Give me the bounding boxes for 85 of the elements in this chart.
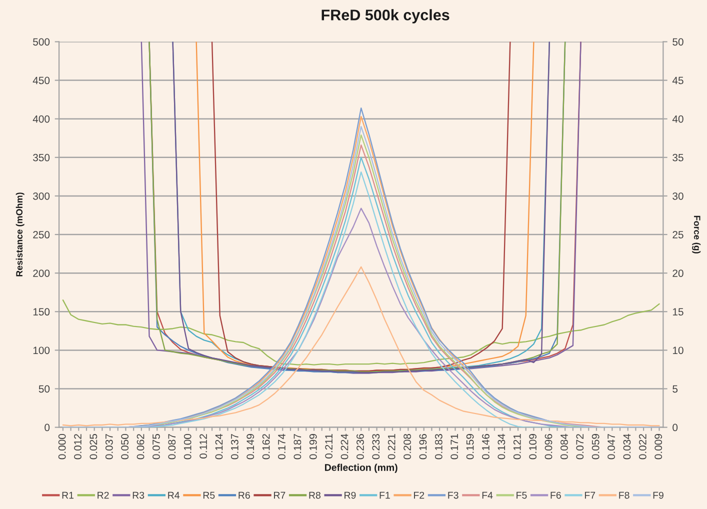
legend-label: R6 [238,492,250,499]
x-tick-label: 0.072 [576,434,584,460]
x-tick-label: 0.059 [592,434,600,460]
line-series [62,266,660,426]
legend-label: R1 [62,492,74,499]
x-tick-label: 0.183 [434,434,442,460]
y2-tick-label: 50 [672,38,684,46]
legend-label: R8 [309,492,320,499]
y2-tick-label: 40 [672,115,684,123]
x-tick-label: 0.199 [309,434,317,460]
legend-label: R7 [274,492,286,499]
legend-label: F8 [619,492,630,499]
y2-tick-label: 15 [672,308,684,316]
x-tick-label: 0.236 [356,434,364,460]
y-tick-label: 150 [33,308,50,316]
x-tick-label: 0.233 [372,434,380,460]
legend-label: R9 [344,492,356,499]
y-tick-label: 50 [38,385,50,393]
x-tick-label: 0.159 [466,434,474,460]
legend-label: F3 [448,492,458,499]
legend-label: F5 [516,492,527,499]
x-tick-label: 0.174 [278,434,286,460]
y-tick-label: 0 [44,424,50,432]
legend-label: F2 [414,492,424,499]
x-tick-label: 0.109 [529,434,537,460]
x-tick-label: 0.022 [638,434,646,460]
y2-tick-label: 35 [672,154,684,162]
legend-label: F1 [380,492,390,499]
y-tick-label: 450 [32,76,50,84]
line-series [62,299,660,366]
legend-label: F4 [482,492,493,499]
x-tick-label: 0.137 [230,434,238,460]
x-tick-label: 0.075 [152,434,160,460]
y-tick-label: 100 [33,346,50,354]
x-tick-label: 0.146 [482,434,490,460]
x-tick-label: 0.162 [262,434,270,460]
x-tick-label: 0.087 [168,434,176,460]
x-tick-label: 0.000 [58,434,66,460]
x-tick-label: 0.149 [246,434,254,460]
x-tick-label: 0.050 [121,434,129,460]
x-tick-label: 0.012 [74,434,82,460]
y2-tick-label: 45 [672,76,684,84]
x-tick-label: 0.025 [90,434,98,460]
legend-label: R5 [203,492,215,499]
x-tick-label: 0.034 [623,434,631,460]
x-tick-label: 0.224 [340,434,348,460]
x-tick-label: 0.208 [404,434,411,460]
legend-label: F9 [653,492,664,499]
y-axis-title: Resistance (mOhm) [16,192,24,276]
x-tick-label: 0.187 [294,434,302,460]
y-tick-label: 400 [32,115,50,123]
legend-label: R4 [168,492,180,499]
y2-tick-label: 5 [672,385,678,393]
legend-label: R2 [98,492,109,499]
x-tick-label: 0.084 [560,434,568,460]
y2-tick-label: 10 [672,346,684,354]
chart-title: FReD 500k cycles [322,9,450,24]
legend-label: F7 [584,492,596,499]
x-tick-label: 0.037 [105,434,113,460]
x-tick-label: 0.112 [200,434,207,458]
y2-tick-label: 0 [672,424,678,432]
y2-tick-label: 30 [672,192,684,200]
y2-tick-label: 25 [672,231,684,238]
legend-label: F6 [550,492,561,499]
x-tick-label: 0.100 [184,434,192,460]
y-tick-label: 500 [33,38,50,46]
x-tick-label: 0.062 [136,434,144,460]
x-axis-title: Deflection (mm) [325,464,398,473]
x-tick-label: 0.096 [544,434,552,460]
y2-tick-label: 20 [672,270,684,277]
x-tick-label: 0.121 [513,434,521,460]
y-tick-label: 250 [33,231,50,238]
x-tick-label: 0.211 [325,434,333,458]
x-tick-label: 0.196 [419,434,427,460]
x-tick-label: 0.124 [215,434,223,460]
x-tick-label: 0.221 [388,434,396,460]
x-tick-label: 0.134 [498,434,506,460]
x-tick-label: 0.009 [654,434,662,460]
y-tick-label: 200 [33,270,50,277]
legend-label: R3 [132,492,144,499]
y-tick-label: 350 [33,154,50,162]
y2-axis-title: Force (g) [692,216,701,254]
x-tick-label: 0.171 [450,434,458,460]
x-tick-label: 0.047 [608,434,615,460]
y-tick-label: 300 [33,192,50,200]
